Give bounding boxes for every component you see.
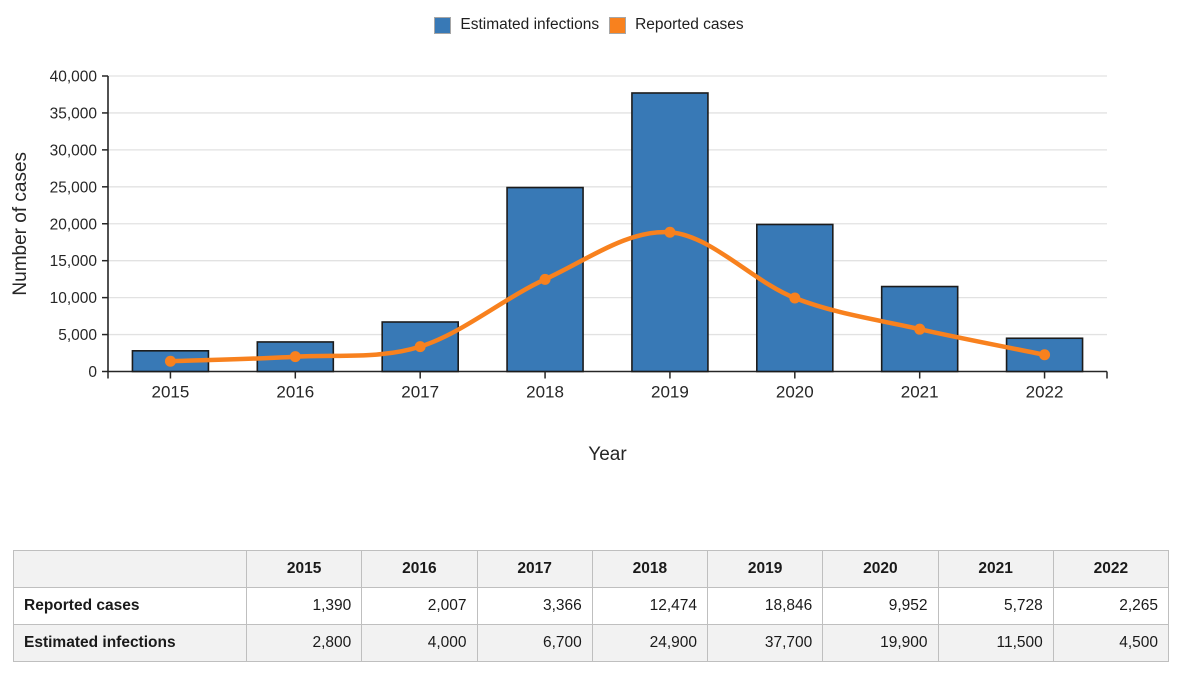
- x-tick-label: 2016: [276, 383, 314, 402]
- table-value-cell: 5,728: [937, 587, 1054, 625]
- table-value-cell: 4,500: [1052, 624, 1170, 662]
- table-body: Reported cases 1,390 2,007 3,366 12,474 18,84…: [13, 587, 1170, 662]
- line-marker-2021: [914, 323, 926, 335]
- legend-item-reported-cases: Reported cases: [609, 16, 744, 34]
- chart-data-table: 2015 2016 2017 2018 2019 2020 2021 2022 Reporte…: [13, 550, 1170, 662]
- y-tick-label: 40,000: [50, 69, 98, 86]
- line-marker-2022: [1039, 349, 1051, 361]
- year-header-2017: 2017: [476, 550, 593, 588]
- y-tick-label: 15,000: [50, 253, 98, 270]
- table-row: Estimated infections 2,800 4,000 6,700 24,90…: [13, 624, 1170, 662]
- table-value-cell: 3,366: [476, 587, 593, 625]
- year-header-2015: 2015: [245, 550, 363, 588]
- line-marker-2019: [664, 226, 676, 238]
- combo-chart: 0 5,000 10,000 15,000 20,000 25,000 30,000 35,0…: [10, 69, 1108, 465]
- table-value-cell: 11,500: [937, 624, 1054, 662]
- x-tick-label: 2022: [1026, 383, 1064, 402]
- table-header: 2015 2016 2017 2018 2019 2020 2021 2022: [13, 550, 1170, 588]
- table-value-cell: 2,265: [1052, 587, 1170, 625]
- y-tick-label: 30,000: [50, 142, 98, 159]
- table-header-row: 2015 2016 2017 2018 2019 2020 2021 2022: [13, 550, 1170, 588]
- line-marker-2016: [289, 351, 301, 363]
- year-header-2022: 2022: [1052, 550, 1170, 588]
- year-header-2018: 2018: [591, 550, 709, 588]
- x-tick-label: 2020: [776, 383, 814, 402]
- x-axis-title: Year: [588, 444, 627, 465]
- year-header-2020: 2020: [822, 550, 939, 588]
- table-value-cell: 18,846: [706, 587, 824, 625]
- line-marker-2017: [414, 341, 426, 353]
- x-tick-label: 2017: [401, 383, 439, 402]
- table-value-cell: 1,390: [245, 587, 363, 625]
- line-marker-2015: [164, 355, 176, 367]
- table-value-cell: 24,900: [591, 624, 709, 662]
- y-tick-label: 0: [88, 364, 97, 381]
- legend-label: Reported cases: [635, 16, 744, 33]
- table-value-cell: 2,007: [361, 587, 478, 625]
- x-tick-label: 2021: [901, 383, 939, 402]
- y-tick-label: 25,000: [50, 179, 98, 196]
- year-header-2019: 2019: [706, 550, 824, 588]
- chart-legend: Estimated infections Reported cases: [0, 16, 1178, 34]
- row-label: Estimated infections: [13, 624, 247, 662]
- x-tick-label: 2015: [152, 383, 190, 402]
- table-value-cell: 2,800: [245, 624, 363, 662]
- reported-cases-line: [168, 229, 1047, 364]
- table-corner-cell: [13, 550, 247, 588]
- year-header-2021: 2021: [937, 550, 1054, 588]
- legend-item-estimated-infections: Estimated infections: [434, 16, 599, 34]
- table-row: Reported cases 1,390 2,007 3,366 12,474 18,84…: [13, 587, 1170, 625]
- y-tick-label: 20,000: [50, 216, 98, 233]
- line-marker-2020: [789, 292, 801, 304]
- y-tick-label: 5,000: [58, 327, 97, 344]
- row-label: Reported cases: [13, 587, 247, 625]
- table-value-cell: 37,700: [706, 624, 824, 662]
- y-axis-title: Number of cases: [10, 152, 31, 296]
- table-value-cell: 9,952: [822, 587, 939, 625]
- x-tick-label: 2018: [526, 383, 564, 402]
- table-value-cell: 4,000: [361, 624, 478, 662]
- y-tick-label: 35,000: [50, 105, 98, 122]
- y-tick-label: 10,000: [50, 290, 98, 307]
- estimated-infections-swatch-icon: [434, 16, 452, 34]
- x-tick-label: 2019: [651, 383, 689, 402]
- line-marker-2018: [539, 273, 551, 285]
- table-value-cell: 6,700: [476, 624, 593, 662]
- year-header-2016: 2016: [361, 550, 478, 588]
- legend-label: Estimated infections: [460, 16, 600, 33]
- table-value-cell: 12,474: [591, 587, 709, 625]
- table-value-cell: 19,900: [822, 624, 939, 662]
- reported-cases-swatch-icon: [609, 16, 627, 34]
